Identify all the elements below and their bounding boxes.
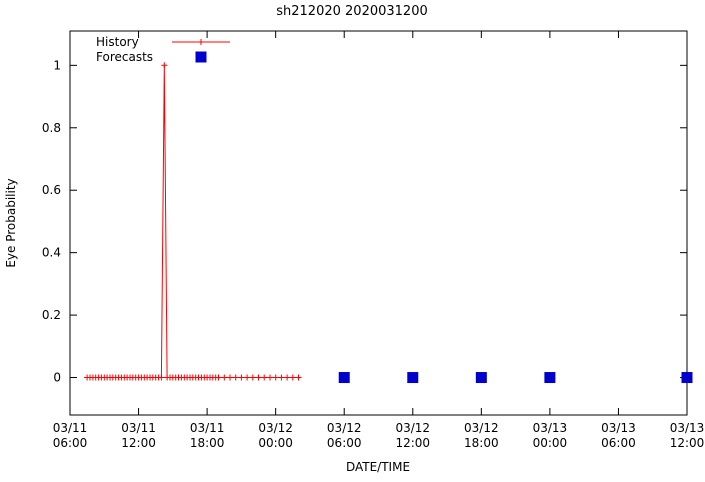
- x-tick-label: 18:00: [464, 436, 499, 450]
- x-tick-label: 03/12: [327, 421, 362, 435]
- x-tick-label: 06:00: [601, 436, 636, 450]
- x-tick-label: 03/12: [464, 421, 499, 435]
- y-tick-label: 0: [53, 371, 61, 385]
- x-tick-label: 03/11: [53, 421, 88, 435]
- x-tick-label: 12:00: [670, 436, 705, 450]
- forecast-square-marker: [338, 372, 350, 384]
- x-tick-label: 03/13: [601, 421, 636, 435]
- y-tick-label: 0.2: [42, 308, 61, 322]
- legend-forecast-square: [195, 51, 207, 63]
- x-tick-label: 06:00: [53, 436, 88, 450]
- forecast-square-marker: [544, 372, 556, 384]
- forecast-series: [338, 372, 693, 384]
- x-tick-label: 00:00: [258, 436, 293, 450]
- legend: History Forecasts: [96, 35, 230, 64]
- x-tick-label: 03/12: [395, 421, 430, 435]
- history-series: [84, 62, 302, 381]
- x-tick-label: 12:00: [121, 436, 156, 450]
- history-plus-markers: [84, 62, 302, 381]
- x-tick-label: 03/13: [533, 421, 568, 435]
- history-line: [87, 65, 299, 378]
- forecast-square-marker: [681, 372, 693, 384]
- x-tick-label: 03/12: [258, 421, 293, 435]
- x-tick-label: 18:00: [190, 436, 225, 450]
- history-line-sample-icon: [172, 39, 230, 45]
- legend-forecasts-label: Forecasts: [96, 50, 153, 64]
- x-tick-label: 03/11: [121, 421, 156, 435]
- y-tick-label: 0.4: [42, 246, 61, 260]
- chart-title: sh212020 2020031200: [276, 4, 427, 19]
- legend-history-plus: [198, 39, 204, 45]
- x-tick-label: 12:00: [395, 436, 430, 450]
- y-tick-label: 1: [53, 58, 61, 72]
- plot-area: 03/1106:0003/1112:0003/1118:0003/1200:00…: [42, 30, 705, 450]
- x-tick-label: 03/13: [670, 421, 705, 435]
- forecast-square-marker: [475, 372, 487, 384]
- forecast-square-marker: [407, 372, 419, 384]
- forecast-square-sample-icon: [195, 51, 207, 63]
- x-axis-label: DATE/TIME: [346, 460, 410, 474]
- x-tick-label: 00:00: [533, 436, 568, 450]
- x-tick-label: 06:00: [327, 436, 362, 450]
- legend-history-label: History: [96, 35, 139, 49]
- plot-frame-border: [69, 30, 688, 416]
- y-axis-label: Eye Probability: [4, 178, 18, 267]
- x-tick-label: 03/11: [190, 421, 225, 435]
- y-tick-label: 0.6: [42, 183, 61, 197]
- y-tick-label: 0.8: [42, 121, 61, 135]
